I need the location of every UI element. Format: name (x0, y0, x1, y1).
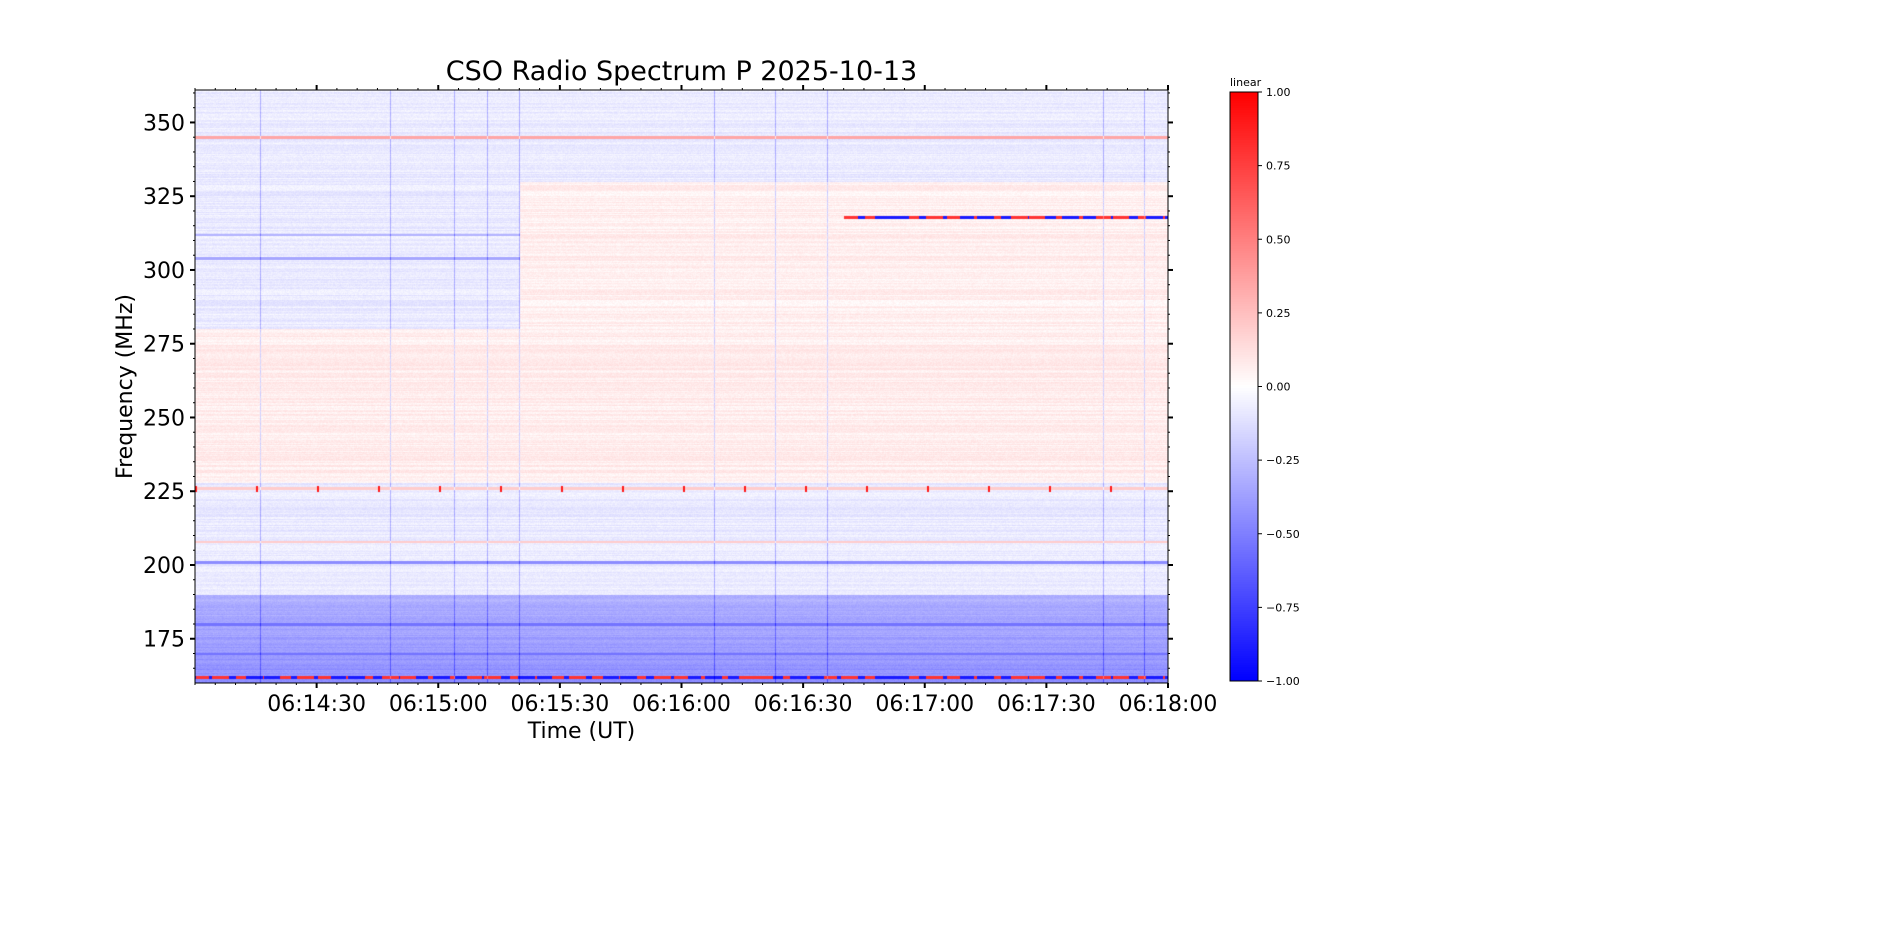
y-axis-label: Frequency (MHz) (113, 294, 138, 479)
y-tick-label: 350 (143, 111, 185, 136)
y-tick-label: 275 (143, 333, 185, 358)
x-tick-label: 06:17:00 (875, 692, 974, 717)
colorbar-label: linear (1230, 76, 1262, 89)
colorbar-tick-label: 1.00 (1266, 86, 1291, 99)
x-tick-label: 06:16:00 (632, 692, 731, 717)
x-tick-label: 06:15:30 (510, 692, 609, 717)
y-tick-label: 225 (143, 480, 185, 505)
colorbar-tick-label: −0.25 (1266, 454, 1300, 467)
colorbar (1230, 92, 1258, 681)
colorbar-frame (1229, 91, 1259, 682)
colorbar-tick-label: 0.25 (1266, 307, 1291, 320)
colorbar-tick-label: −0.75 (1266, 601, 1300, 614)
x-tick-label: 06:18:00 (1119, 692, 1218, 717)
chart-title: CSO Radio Spectrum P 2025-10-13 (445, 56, 918, 87)
y-tick-label: 300 (143, 259, 185, 284)
x-tick-label: 06:15:00 (389, 692, 488, 717)
y-tick-label: 250 (143, 406, 185, 431)
plot-frame (194, 89, 1169, 684)
colorbar-tick-label: −0.50 (1266, 528, 1300, 541)
colorbar-tick-label: 0.00 (1266, 381, 1291, 394)
spectrogram-heatmap (195, 90, 1168, 683)
x-tick-label: 06:16:30 (754, 692, 853, 717)
y-tick-label: 200 (143, 554, 185, 579)
x-axis-label: Time (UT) (527, 719, 636, 744)
colorbar-tick-label: 0.50 (1266, 233, 1291, 246)
y-tick-label: 175 (143, 628, 185, 653)
y-tick-label: 325 (143, 185, 185, 210)
colorbar-tick-label: 0.75 (1266, 160, 1291, 173)
x-tick-label: 06:14:30 (267, 692, 366, 717)
x-tick-label: 06:17:30 (997, 692, 1096, 717)
colorbar-tick-label: −1.00 (1266, 675, 1300, 688)
